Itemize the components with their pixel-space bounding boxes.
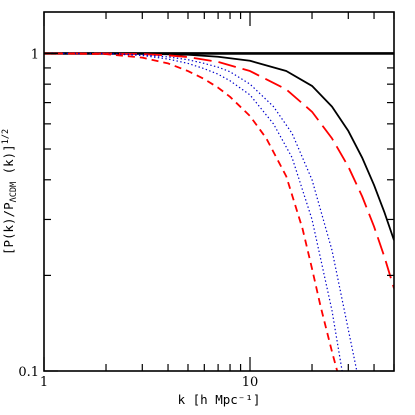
x-axis-label: k [h Mpc⁻¹] [178,392,261,407]
x-tick-label: 10 [242,375,259,390]
x-tick-label: 1 [40,375,48,390]
series-line-2 [44,52,394,241]
series-layer [44,52,394,371]
series-line-4 [44,52,358,371]
series-line-5 [44,52,343,371]
ticks-layer: 1 100.11 [18,12,395,390]
y-axis-label-main: [P(k)/P [1,202,16,255]
y-tick-label: 1 [31,47,39,62]
y-tick-label: 0.1 [18,365,39,380]
y-axis-label-superscript: 1/2 [1,129,11,144]
series-line-3 [44,52,394,289]
series-line-6 [44,52,339,371]
y-axis-label: [P(k)/PΛCDM (k)]1/2 [1,129,19,255]
y-axis-label-tail: (k)] [1,144,16,182]
plot-frame [43,11,395,372]
y-axis-label-subscript: ΛCDM [9,182,19,202]
